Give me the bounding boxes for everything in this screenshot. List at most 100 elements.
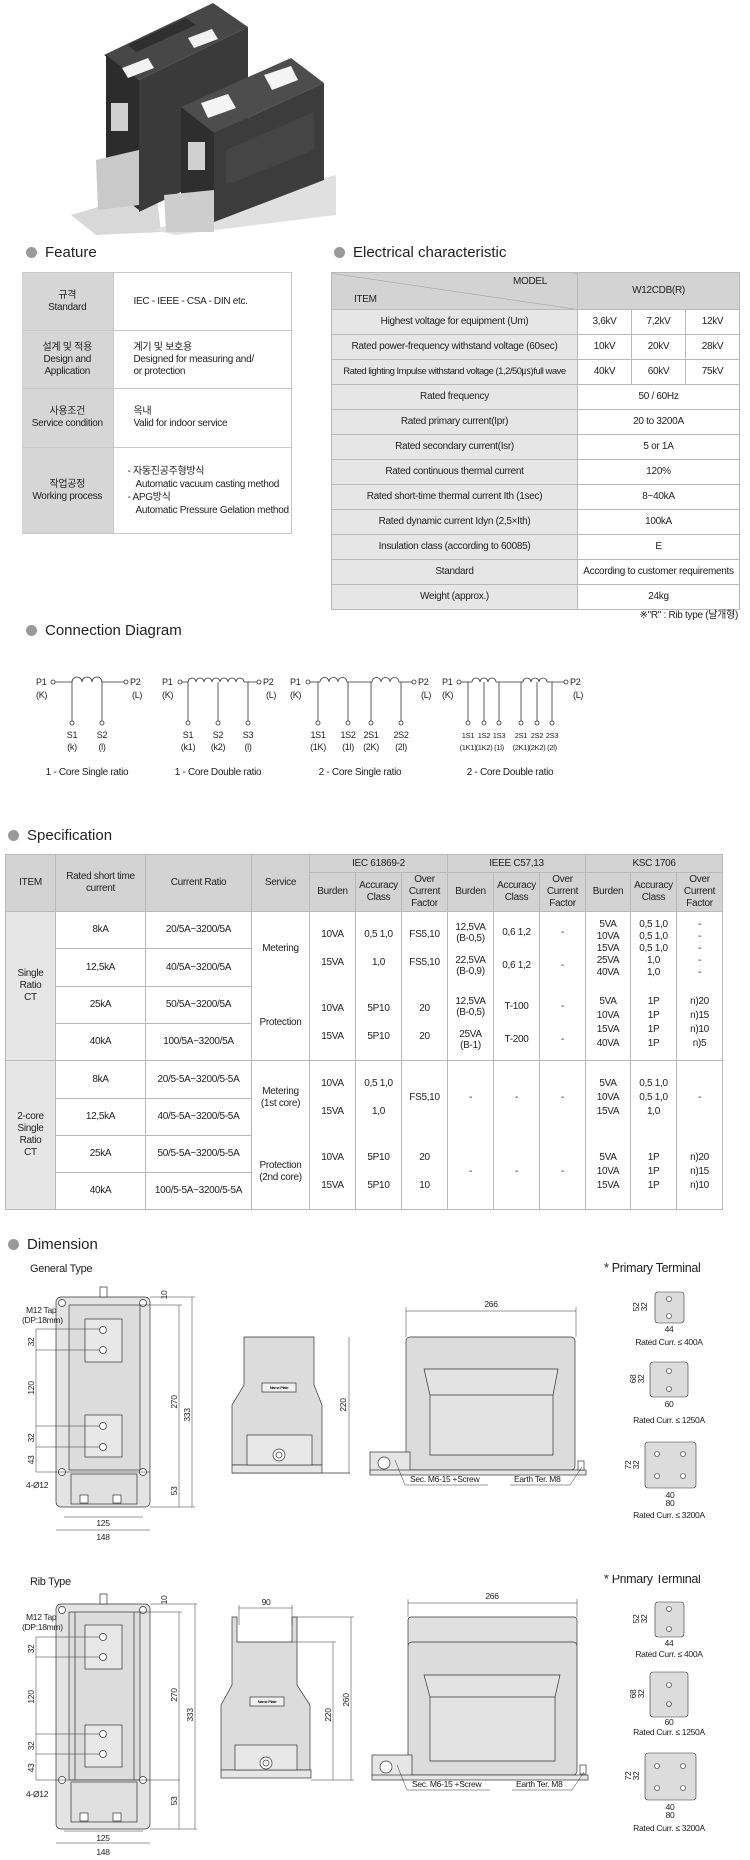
text-label: Rated lighting Impulse withstand voltage… [331, 359, 578, 385]
text-label: P1 [290, 677, 301, 687]
text-label: 2S2 [531, 731, 544, 740]
primary-terminal-title: * Primary Terminal [604, 1575, 700, 1586]
text-label: 40/5-5A~3200/5-5A [145, 1098, 252, 1136]
text-label: (L) [266, 690, 276, 700]
text-label: (K) [36, 690, 47, 700]
text-label: 2S1 [363, 730, 378, 740]
text-label: 3,6kV [577, 309, 632, 335]
general-type-title: General Type [30, 1263, 92, 1275]
text-label: 60 [665, 1717, 674, 1727]
text-label: (k2) [211, 742, 226, 752]
col-ratio: Current Ratio [145, 854, 252, 912]
text-label: 68 [628, 1689, 638, 1698]
bullet-icon [26, 247, 37, 258]
text-label: (2K) [363, 742, 379, 752]
label-en: Design and Application [43, 353, 92, 377]
group-two-core: 2-core Single Ratio CT [5, 1060, 56, 1210]
text-label: M12 Tap [26, 1612, 57, 1622]
feature-row: 설계 및 적용 Design and Application 계기 및 보호용 De… [22, 330, 292, 389]
text-label: 20 10 [401, 1135, 448, 1210]
text-label: (1l) [494, 743, 504, 752]
side-view-rib [220, 1605, 354, 1781]
text-label: 270 [169, 1688, 179, 1702]
text-label: 10kV [577, 334, 632, 360]
text-label: Insulation class (according to 60085) [331, 534, 578, 560]
text-label: 10 [159, 1595, 169, 1604]
col-ksc: KSC 1706 [585, 854, 724, 873]
text-label: 50/5-5A~3200/5-5A [145, 1135, 252, 1173]
text-label: 28kV [685, 334, 740, 360]
col-ieee: IEEE C57,13 [446, 854, 587, 873]
text-label: 75kV [685, 359, 740, 385]
diagram-1-core-double: P1 (K) P2 (L) S1 (k1) S2 (k2) S3 (l) 1 - Core… [162, 677, 277, 778]
text-label: (1K) [310, 742, 326, 752]
label-en: Service condition [31, 418, 103, 429]
text-label: - [493, 1135, 540, 1210]
text-label: 25kA [55, 1135, 146, 1173]
rib-type-drawing: Rib Type * Primary Terminal M12 Tap (DP:… [22, 1575, 706, 1857]
name-plate-label: Name Plate [258, 1699, 278, 1704]
feature-value: - APG방식 [127, 491, 171, 503]
text-label: 10VA 15VA [309, 1135, 356, 1210]
text-label: 0,5 1,0 0,5 1,0 0,5 1,0 1,0 1,0 [630, 911, 678, 987]
text-label: 43 [26, 1763, 36, 1772]
text-label: Feature [45, 244, 97, 261]
text-label: 25kA [55, 986, 146, 1024]
text-label: (k) [67, 742, 77, 752]
col-short-time: Rated short time current [55, 854, 146, 912]
text-label: 266 [484, 1299, 498, 1309]
front-view-dimensions: M12 Tap (DP:18mm) 4-Ø12 32 120 32 43 10 … [22, 1595, 195, 1857]
text-label: 50 / 60Hz [577, 384, 740, 410]
text-label: Electrical characteristic [353, 244, 507, 261]
feature-value: 옥내 [133, 406, 152, 417]
text-label: P1 [36, 677, 47, 687]
label-ko: 설계 및 적용 [42, 341, 93, 353]
large-view [369, 1307, 587, 1486]
text-label: Rated dynamic current Idyn (2,5×Ith) [331, 509, 578, 535]
elec-row: Rated secondary current(Isr) 5 or 1A [331, 434, 740, 460]
text-label: 72 [623, 1460, 633, 1469]
text-label: 4-Ø12 [26, 1480, 49, 1490]
text-label: Rated primary current(Ipr) [331, 409, 578, 435]
text-label: 40 [666, 1802, 675, 1812]
text-label: - - [538, 986, 587, 1061]
text-label: Standard [331, 559, 578, 585]
text-label: 12,5VA (B-0,5) 25VA (B-1) [447, 986, 494, 1061]
text-label: 44 [665, 1324, 674, 1334]
text-label: 100/5A~3200/5A [145, 1023, 252, 1061]
col-accuracy: Accuracy Class [355, 872, 402, 912]
text-label: S2 [97, 730, 108, 740]
col-burden: Burden [309, 872, 356, 912]
text-label: Rated Curr. ≤ 1250A [633, 1415, 705, 1425]
elec-row: Rated frequency 50 / 60Hz [331, 384, 740, 410]
feature-value: Designed for measuring and/ [133, 353, 255, 365]
label-ko: 작업공정 [49, 478, 86, 490]
electrical-table: MODEL ITEM W12CDB(R) Highest voltage for… [331, 272, 740, 610]
text-label: 12,5kA [55, 1098, 146, 1136]
text-label: P2 [570, 677, 581, 687]
text-label: 5VA 10VA 15VA [585, 1060, 632, 1136]
text-label: - [493, 1060, 540, 1136]
table-row: 25kA 50/5A~3200/5A Protection 10VA 15VA 5… [6, 986, 724, 1061]
model-name: W12CDB(R) [577, 272, 740, 310]
text-label: n)20 n)15 n)10 [676, 1135, 724, 1210]
text-label: 12kV [685, 309, 740, 335]
text-label: 333 [182, 1408, 192, 1422]
text-label: 12,5kA [55, 948, 146, 987]
dimension-heading: Dimension [8, 1236, 98, 1253]
col-accuracy: Accuracy Class [630, 872, 678, 912]
diagram-caption: 2 - Core Single ratio [319, 767, 402, 778]
product-photo [71, 3, 336, 235]
text-label: 266 [485, 1591, 499, 1601]
text-label: 5VA 10VA 15VA 25VA 40VA [585, 911, 632, 987]
text-label: Rated Curr. ≤ 3200A [633, 1510, 705, 1520]
text-label: 53 [169, 1486, 179, 1495]
text-label: 10VA 15VA [309, 986, 356, 1061]
text-label: 20 to 3200A [577, 409, 740, 435]
text-label: 32 [631, 1771, 641, 1780]
text-label: 20kV [631, 334, 686, 360]
text-label: 5P10 5P10 [355, 986, 402, 1061]
text-label: 68 [628, 1374, 638, 1383]
table-row: 12,5kA 40/5-5A~3200/5-5A [6, 1098, 723, 1136]
elec-row: Standard According to customer requiremen… [331, 559, 740, 585]
